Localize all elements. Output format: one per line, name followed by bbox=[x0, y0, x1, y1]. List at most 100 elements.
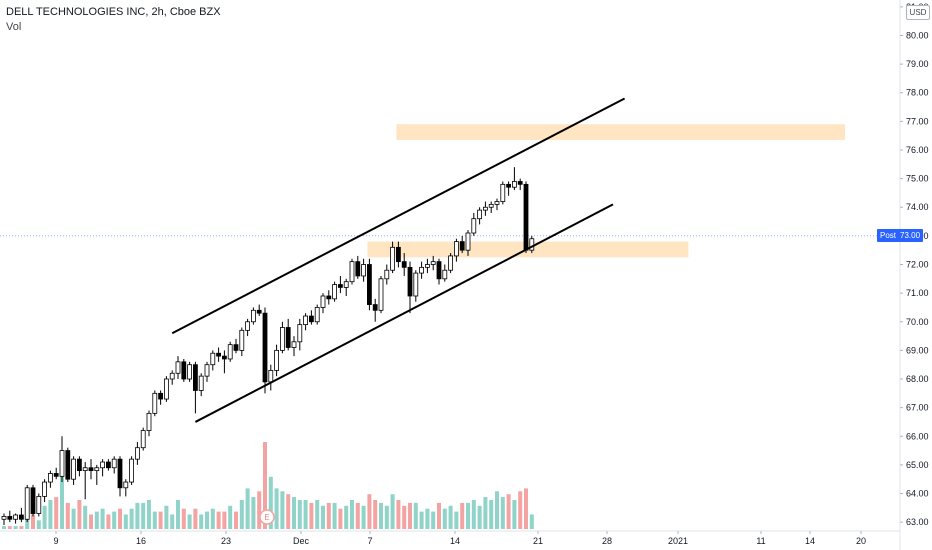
candle bbox=[82, 462, 88, 500]
volume-bar bbox=[263, 442, 267, 529]
volume-bar bbox=[332, 502, 337, 529]
volume-bar bbox=[118, 508, 122, 529]
volume-bar bbox=[176, 500, 180, 529]
volume-bar bbox=[524, 488, 528, 529]
volume-bar bbox=[489, 500, 494, 529]
candle bbox=[378, 275, 384, 314]
price-tick-label: 67.00 bbox=[906, 403, 929, 413]
candle bbox=[343, 278, 349, 296]
candle bbox=[163, 376, 169, 402]
volume-bar bbox=[471, 500, 476, 529]
price-tick-label: 80.00 bbox=[906, 30, 929, 40]
candle bbox=[303, 313, 309, 331]
symbol-title[interactable]: DELL TECHNOLOGIES INC, 2h, Cboe BZX bbox=[6, 6, 221, 18]
volume-bar bbox=[344, 505, 349, 529]
time-axis[interactable]: 9 16 23 Dec 7 14 21 28 2021 11 14 20 bbox=[53, 531, 866, 546]
candle bbox=[13, 513, 19, 524]
volume-bar bbox=[123, 514, 128, 529]
volume-bar bbox=[245, 488, 250, 529]
candle bbox=[297, 318, 303, 351]
volume-bar bbox=[112, 511, 117, 529]
price-zone-1[interactable] bbox=[396, 124, 845, 140]
volume-indicator-label[interactable]: Vol bbox=[6, 21, 22, 33]
volume-bar bbox=[251, 497, 256, 529]
price-tick-label: 74.00 bbox=[906, 202, 929, 212]
candle bbox=[210, 350, 216, 371]
candle bbox=[326, 290, 332, 305]
candle bbox=[355, 255, 361, 279]
time-tick-label: 20 bbox=[856, 536, 866, 546]
candle bbox=[442, 264, 448, 282]
currency-badge[interactable]: USD bbox=[906, 5, 930, 20]
volume-bar bbox=[274, 488, 279, 529]
candle bbox=[239, 327, 245, 357]
volume-bar bbox=[431, 511, 436, 529]
candle bbox=[268, 364, 274, 391]
volume-bar bbox=[396, 500, 401, 529]
candle bbox=[337, 275, 343, 294]
candle bbox=[106, 459, 111, 471]
volume-bar bbox=[205, 511, 209, 529]
candle bbox=[523, 181, 529, 254]
candle bbox=[53, 467, 59, 480]
price-tick-label: 77.00 bbox=[906, 116, 929, 126]
candle bbox=[146, 410, 152, 437]
channel-line-1[interactable] bbox=[171, 97, 626, 335]
channel-line-2[interactable] bbox=[194, 203, 614, 423]
candle bbox=[274, 344, 280, 377]
time-tick-label: 28 bbox=[602, 536, 612, 546]
price-tick-label: 72.00 bbox=[906, 260, 929, 270]
volume-bar bbox=[158, 511, 163, 529]
candle bbox=[453, 238, 459, 262]
candle bbox=[169, 370, 175, 385]
candle bbox=[18, 507, 24, 523]
time-tick-label: 7 bbox=[367, 536, 372, 546]
candle bbox=[436, 258, 442, 285]
volume-bar bbox=[408, 502, 412, 529]
volume-bar bbox=[437, 502, 441, 529]
candle bbox=[152, 390, 158, 417]
time-tick-label: Dec bbox=[293, 536, 310, 546]
candle bbox=[140, 427, 146, 451]
price-axis[interactable]: 63.00 64.00 65.00 66.00 67.00 68.00 69.00 70.00… bbox=[900, 2, 929, 527]
price-tag: Post 73.00 bbox=[877, 228, 924, 242]
volume-bar bbox=[292, 497, 296, 529]
volume-bar bbox=[54, 497, 59, 529]
volume-bar bbox=[460, 502, 465, 529]
candle bbox=[134, 441, 140, 465]
candle bbox=[308, 310, 314, 325]
candle bbox=[500, 181, 506, 205]
earnings-marker[interactable]: E bbox=[259, 509, 275, 525]
volume-bar bbox=[71, 508, 76, 529]
candle bbox=[233, 338, 239, 354]
volume-bar bbox=[164, 505, 169, 529]
candle bbox=[65, 447, 71, 483]
volume-bar bbox=[425, 508, 430, 529]
volume-bar bbox=[384, 505, 389, 529]
candle bbox=[419, 261, 425, 279]
price-tag-value: 73.00 bbox=[900, 230, 921, 240]
volume-bar bbox=[390, 494, 395, 529]
volume-bar bbox=[222, 511, 227, 529]
time-tick-label: 2021 bbox=[668, 536, 688, 546]
volume-bar bbox=[326, 502, 331, 529]
candle bbox=[262, 307, 268, 394]
candle bbox=[430, 255, 436, 271]
channel-lines[interactable] bbox=[171, 97, 626, 423]
price-tick-label: 66.00 bbox=[906, 431, 929, 441]
volume-bar bbox=[518, 491, 523, 529]
volume-bar bbox=[448, 505, 453, 529]
candle bbox=[407, 261, 413, 314]
price-tick-label: 75.00 bbox=[906, 174, 929, 184]
candle bbox=[372, 298, 378, 322]
volume-bar bbox=[442, 508, 447, 529]
candle bbox=[198, 373, 204, 397]
volume-bars bbox=[2, 442, 534, 529]
volume-bar bbox=[466, 502, 470, 529]
volume-bar bbox=[65, 502, 70, 529]
candle bbox=[366, 258, 372, 311]
candle bbox=[24, 484, 30, 523]
candle bbox=[465, 230, 471, 256]
